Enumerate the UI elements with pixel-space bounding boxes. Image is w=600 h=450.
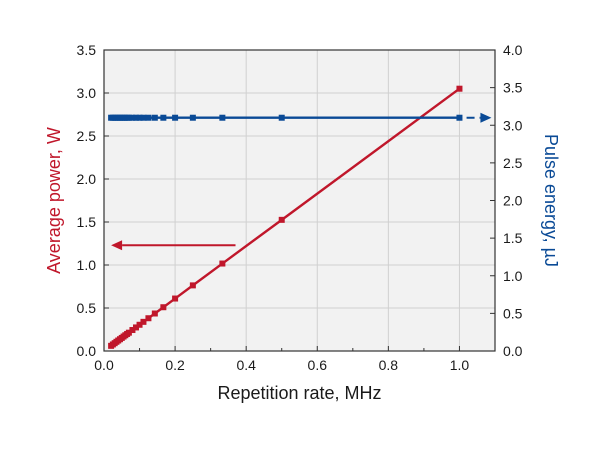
y-right-tick-label: 0.0: [503, 343, 523, 359]
annotation-arrows: [111, 112, 492, 251]
series-0-marker: [145, 315, 152, 322]
annotation-arrow-head-1: [480, 112, 492, 123]
y-left-tick-label: 3.0: [77, 85, 97, 101]
series-0-marker: [172, 295, 179, 302]
x-tick-label: 0.8: [379, 357, 399, 373]
annotation-arrow-head-0: [111, 240, 123, 251]
x-tick-label: 0.4: [236, 357, 256, 373]
series-0-marker: [125, 329, 132, 336]
series-1-marker: [189, 114, 196, 121]
series-1-marker: [140, 114, 147, 121]
x-tick-label: 0.6: [308, 357, 328, 373]
series-0-marker: [160, 304, 167, 311]
y-right-tick-label: 3.5: [503, 80, 523, 96]
series-1-marker: [160, 114, 167, 121]
series-1-marker: [278, 114, 285, 121]
series-0-marker: [456, 85, 463, 92]
y-right-tick-label: 3.0: [503, 117, 523, 133]
axis-ticks: 0.0 0.2 0.4 0.6 0.8 1.0 0.0 0.5 1.0 1.5 2.0 2.5 3.0 3…: [77, 42, 523, 373]
series-0-marker: [189, 282, 196, 289]
y-left-axis-title: Average power, W: [44, 127, 64, 274]
series-1-marker: [145, 114, 152, 121]
series-0-marker: [129, 327, 136, 334]
series-0-marker: [140, 318, 147, 325]
x-tick-label: 0.0: [94, 357, 114, 373]
y-left-tick-label: 1.0: [77, 257, 97, 273]
y-left-tick-label: 3.5: [77, 42, 97, 58]
series-0-marker: [219, 260, 226, 267]
series-layer: [108, 85, 463, 349]
series-0-marker: [151, 310, 158, 317]
y-right-tick-label: 2.5: [503, 155, 523, 171]
y-right-tick-label: 2.0: [503, 193, 523, 209]
plot-area: [104, 50, 495, 351]
y-left-tick-label: 0.5: [77, 300, 97, 316]
x-tick-label: 0.2: [165, 357, 185, 373]
series-0-marker: [278, 216, 285, 223]
series-1-marker: [132, 114, 139, 121]
series-1-marker: [136, 114, 143, 121]
series-0-marker: [136, 321, 143, 328]
series-1-marker: [151, 114, 158, 121]
y-left-tick-label: 1.5: [77, 214, 97, 230]
y-right-tick-label: 1.0: [503, 268, 523, 284]
grid-lines: [104, 50, 495, 351]
series-1-marker: [456, 114, 463, 121]
series-1-marker: [219, 114, 226, 121]
y-right-tick-label: 0.5: [503, 305, 523, 321]
y-left-tick-label: 2.5: [77, 128, 97, 144]
series-1-marker: [125, 114, 132, 121]
y-left-tick-label: 0.0: [77, 343, 97, 359]
y-right-axis-title: Pulse energy, µJ: [541, 134, 561, 267]
series-1-marker: [129, 114, 136, 121]
series-0-marker: [132, 324, 139, 331]
series-1-marker: [172, 114, 179, 121]
y-right-tick-label: 1.5: [503, 230, 523, 246]
y-left-tick-label: 2.0: [77, 171, 97, 187]
x-tick-label: 1.0: [450, 357, 470, 373]
x-axis-title: Repetition rate, MHz: [217, 383, 381, 403]
y-right-tick-label: 4.0: [503, 42, 523, 58]
